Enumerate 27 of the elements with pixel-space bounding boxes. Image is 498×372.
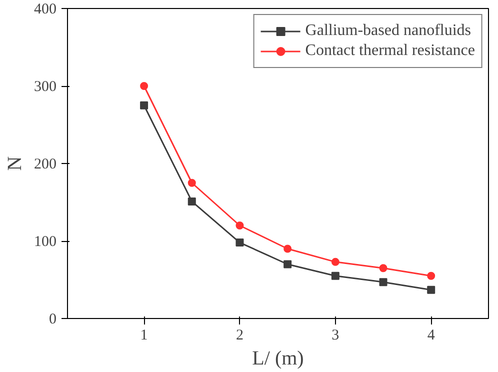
point — [188, 197, 196, 206]
x-tick-label: 3 — [332, 328, 340, 344]
point — [284, 244, 292, 253]
legend-label: Contact thermal resistance — [305, 42, 475, 60]
point — [379, 278, 388, 286]
y-tick-label: 400 — [34, 2, 56, 18]
point — [331, 258, 340, 266]
point — [188, 178, 196, 187]
point — [236, 222, 244, 230]
y-axis-title: N — [4, 156, 26, 171]
x-tick-label: 4 — [427, 328, 436, 344]
y-tick-label: 100 — [34, 234, 56, 250]
y-tick-label: 200 — [34, 156, 56, 172]
point — [140, 82, 148, 90]
x-tick-label: 1 — [140, 328, 148, 344]
point — [331, 272, 340, 280]
point — [379, 264, 388, 272]
legend-label: Gallium-based nanofluids — [305, 22, 472, 40]
point — [140, 101, 148, 110]
y-tick-label: 300 — [34, 79, 56, 95]
point — [427, 286, 436, 294]
point — [236, 238, 244, 247]
y-tick-label: 0 — [49, 312, 56, 328]
x-axis-title: L/ (m) — [252, 348, 304, 370]
point — [284, 260, 292, 268]
point — [427, 272, 436, 280]
x-tick-label: 2 — [236, 328, 244, 344]
